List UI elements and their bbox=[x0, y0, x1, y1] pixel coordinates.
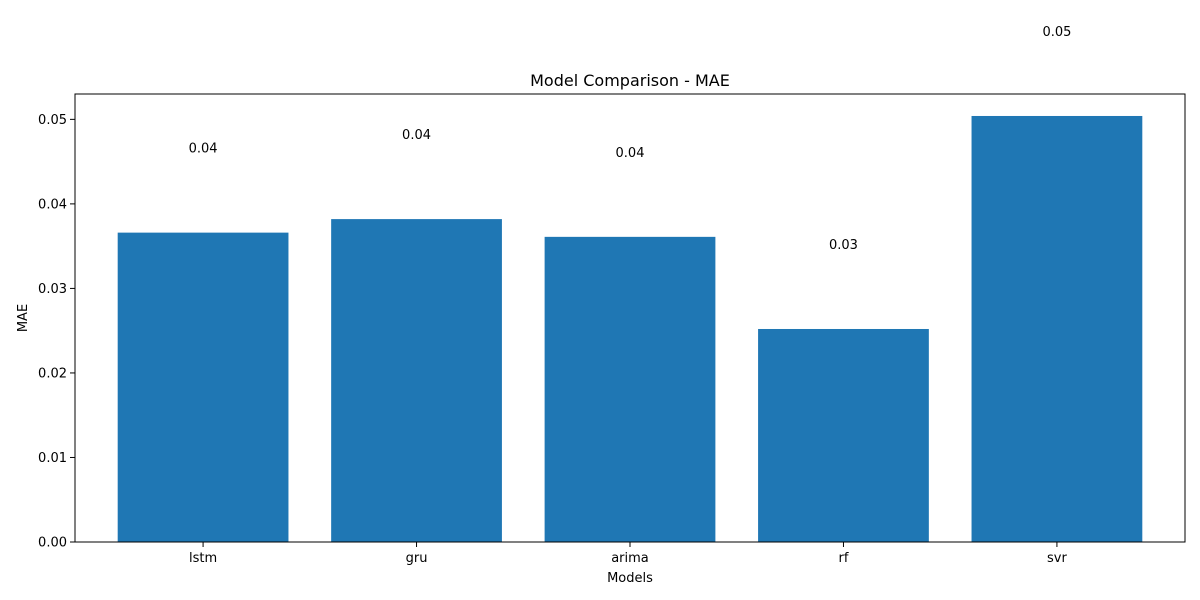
data-label: 0.04 bbox=[616, 146, 645, 161]
y-axis-label: MAE bbox=[16, 304, 31, 332]
y-tick-label: 0.05 bbox=[38, 113, 67, 128]
plot-area: 0.00 0.01 0.02 0.03 0.04 0.05 lstm 0.04 gru 0.04 a… bbox=[38, 25, 1143, 566]
data-label: 0.04 bbox=[402, 128, 431, 143]
y-tick-label: 0.04 bbox=[38, 197, 67, 212]
bar bbox=[331, 219, 502, 543]
data-label: 0.04 bbox=[189, 142, 218, 157]
x-tick-label: arima bbox=[611, 551, 649, 566]
bar bbox=[971, 115, 1143, 542]
bar bbox=[758, 328, 929, 542]
y-tick-label: 0.02 bbox=[38, 366, 67, 381]
bar bbox=[117, 232, 289, 543]
x-tick-label: svr bbox=[1047, 551, 1067, 566]
plot-frame bbox=[74, 93, 1186, 543]
x-tick-label: gru bbox=[406, 551, 428, 566]
x-tick-label: rf bbox=[839, 551, 849, 566]
data-label: 0.03 bbox=[829, 238, 858, 253]
y-tick-label: 0.01 bbox=[38, 451, 67, 466]
bar bbox=[544, 236, 716, 542]
data-label: 0.05 bbox=[1042, 25, 1071, 40]
chart-title: Model Comparison - MAE bbox=[530, 71, 730, 90]
x-tick-label: lstm bbox=[189, 551, 217, 566]
y-tick-label: 0.00 bbox=[38, 536, 67, 551]
y-tick-label: 0.03 bbox=[38, 282, 67, 297]
x-axis-label: Models bbox=[607, 571, 653, 586]
